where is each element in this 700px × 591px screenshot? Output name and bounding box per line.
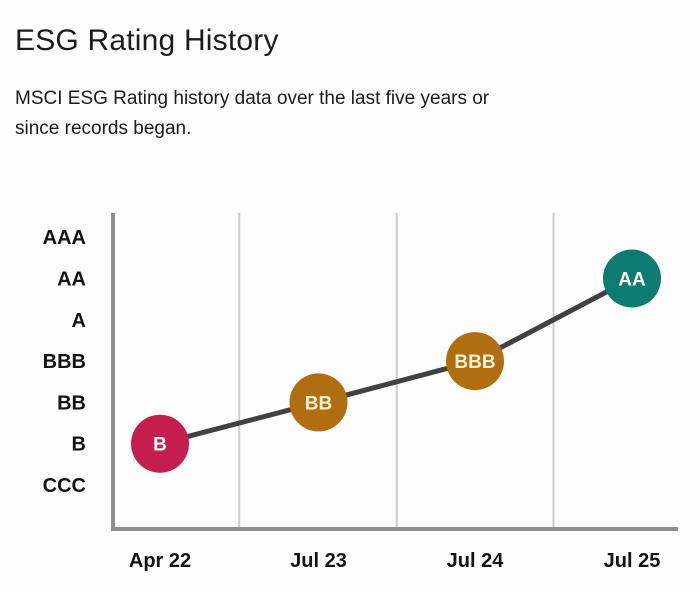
- data-point-apr-22: [131, 414, 189, 473]
- x-axis-label-jul-24: Jul 24: [447, 550, 505, 572]
- y-axis-label-aaa: AAA: [43, 227, 86, 249]
- data-point-jul-24: [446, 332, 504, 391]
- data-point-label-bb: BB: [305, 393, 332, 414]
- y-axis-label-aa: AA: [57, 269, 86, 291]
- data-point-label-bbb: BBB: [454, 352, 495, 373]
- data-point-jul-23: [289, 373, 348, 432]
- y-axis-label-bb: BB: [57, 392, 86, 414]
- y-axis-label-bbb: BBB: [43, 351, 86, 373]
- page-title: ESG Rating History: [15, 24, 279, 57]
- y-axis-label-ccc: CCC: [43, 475, 86, 497]
- y-axis-label-a: A: [72, 310, 86, 332]
- y-axis-label-b: B: [72, 434, 86, 456]
- x-axis-label-jul-23: Jul 23: [290, 550, 347, 572]
- x-axis-label-apr-22: Apr 22: [129, 550, 191, 572]
- data-point-label-b: B: [153, 435, 167, 456]
- data-point-jul-25: [603, 249, 661, 308]
- rating-trend-line: [157, 276, 635, 447]
- page-subtitle-line-1: MSCI ESG Rating history data over the la…: [15, 88, 490, 109]
- page-subtitle: MSCI ESG Rating history data over the la…: [15, 84, 489, 144]
- data-point-label-aa: AA: [618, 270, 646, 291]
- x-axis-label-jul-25: Jul 25: [604, 550, 661, 572]
- page-subtitle-line-2: since records began.: [15, 118, 192, 139]
